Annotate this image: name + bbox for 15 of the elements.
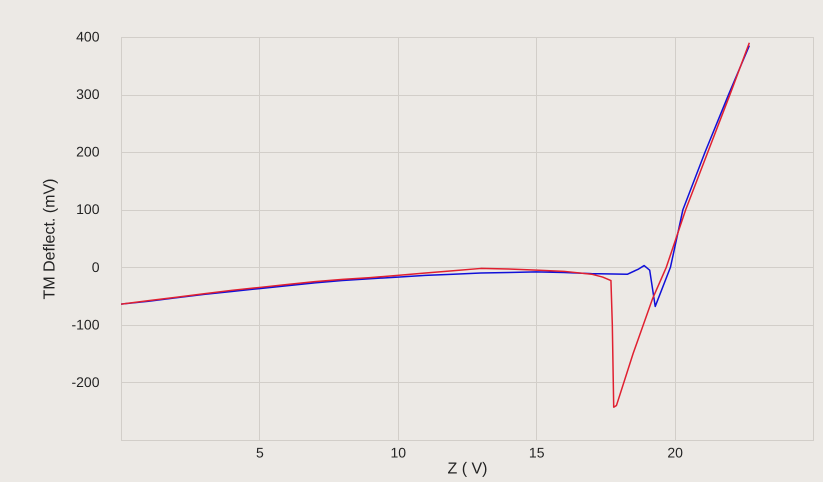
y-tick-label: -100 (71, 316, 100, 332)
y-tick-label: 300 (76, 86, 100, 102)
x-tick-label: 20 (667, 444, 684, 460)
y-tick-label: -200 (71, 374, 100, 390)
x-tick-label: 5 (256, 444, 264, 460)
y-tick-label: 0 (92, 258, 100, 275)
y-tick-label: 400 (76, 28, 100, 44)
x-axis-title: Z ( V) (448, 460, 488, 478)
y-tick-label: 100 (76, 201, 100, 218)
y-axis-title: TM Deflect. (mV) (41, 178, 58, 300)
line-series (121, 44, 750, 308)
y-tick-label: 200 (76, 144, 100, 160)
x-tick-label: 15 (528, 444, 545, 460)
x-tick-label: 10 (390, 444, 406, 460)
line-series (121, 42, 750, 408)
